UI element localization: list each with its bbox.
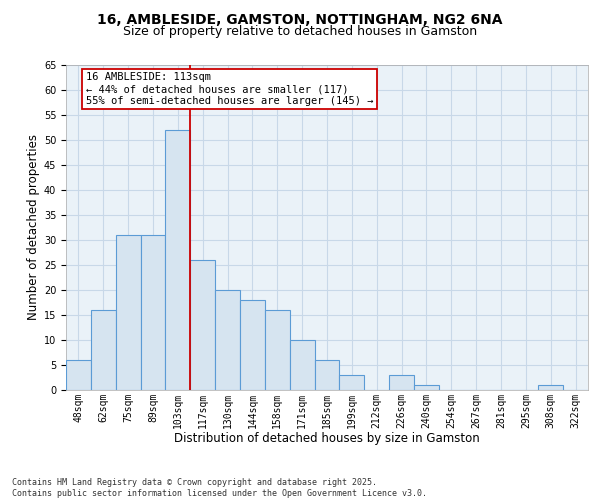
Bar <box>240 300 265 390</box>
Text: Size of property relative to detached houses in Gamston: Size of property relative to detached ho… <box>123 25 477 38</box>
Bar <box>190 260 215 390</box>
Bar <box>91 310 116 390</box>
Y-axis label: Number of detached properties: Number of detached properties <box>26 134 40 320</box>
Bar <box>414 385 439 390</box>
Bar <box>140 235 166 390</box>
X-axis label: Distribution of detached houses by size in Gamston: Distribution of detached houses by size … <box>174 432 480 445</box>
Bar <box>215 290 240 390</box>
Bar <box>265 310 290 390</box>
Bar <box>116 235 140 390</box>
Bar <box>66 360 91 390</box>
Bar <box>166 130 190 390</box>
Bar <box>389 375 414 390</box>
Text: 16, AMBLESIDE, GAMSTON, NOTTINGHAM, NG2 6NA: 16, AMBLESIDE, GAMSTON, NOTTINGHAM, NG2 … <box>97 12 503 26</box>
Bar <box>340 375 364 390</box>
Bar <box>538 385 563 390</box>
Text: Contains HM Land Registry data © Crown copyright and database right 2025.
Contai: Contains HM Land Registry data © Crown c… <box>12 478 427 498</box>
Text: 16 AMBLESIDE: 113sqm
← 44% of detached houses are smaller (117)
55% of semi-deta: 16 AMBLESIDE: 113sqm ← 44% of detached h… <box>86 72 373 106</box>
Bar <box>314 360 340 390</box>
Bar <box>290 340 314 390</box>
